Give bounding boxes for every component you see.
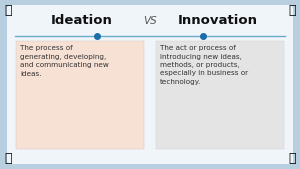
FancyBboxPatch shape bbox=[7, 5, 293, 164]
Text: 💡: 💡 bbox=[288, 5, 296, 18]
Text: VS: VS bbox=[143, 16, 157, 26]
Text: Innovation: Innovation bbox=[178, 15, 258, 28]
Text: 💡: 💡 bbox=[4, 5, 12, 18]
Text: Ideation: Ideation bbox=[51, 15, 113, 28]
Text: 💡: 💡 bbox=[4, 151, 12, 164]
FancyBboxPatch shape bbox=[156, 41, 284, 149]
Text: The act or process of
introducing new ideas,
methods, or products,
especially in: The act or process of introducing new id… bbox=[160, 45, 248, 85]
Text: 💡: 💡 bbox=[288, 151, 296, 164]
Text: The process of
generating, developing,
and communicating new
ideas.: The process of generating, developing, a… bbox=[20, 45, 109, 77]
FancyBboxPatch shape bbox=[16, 41, 144, 149]
